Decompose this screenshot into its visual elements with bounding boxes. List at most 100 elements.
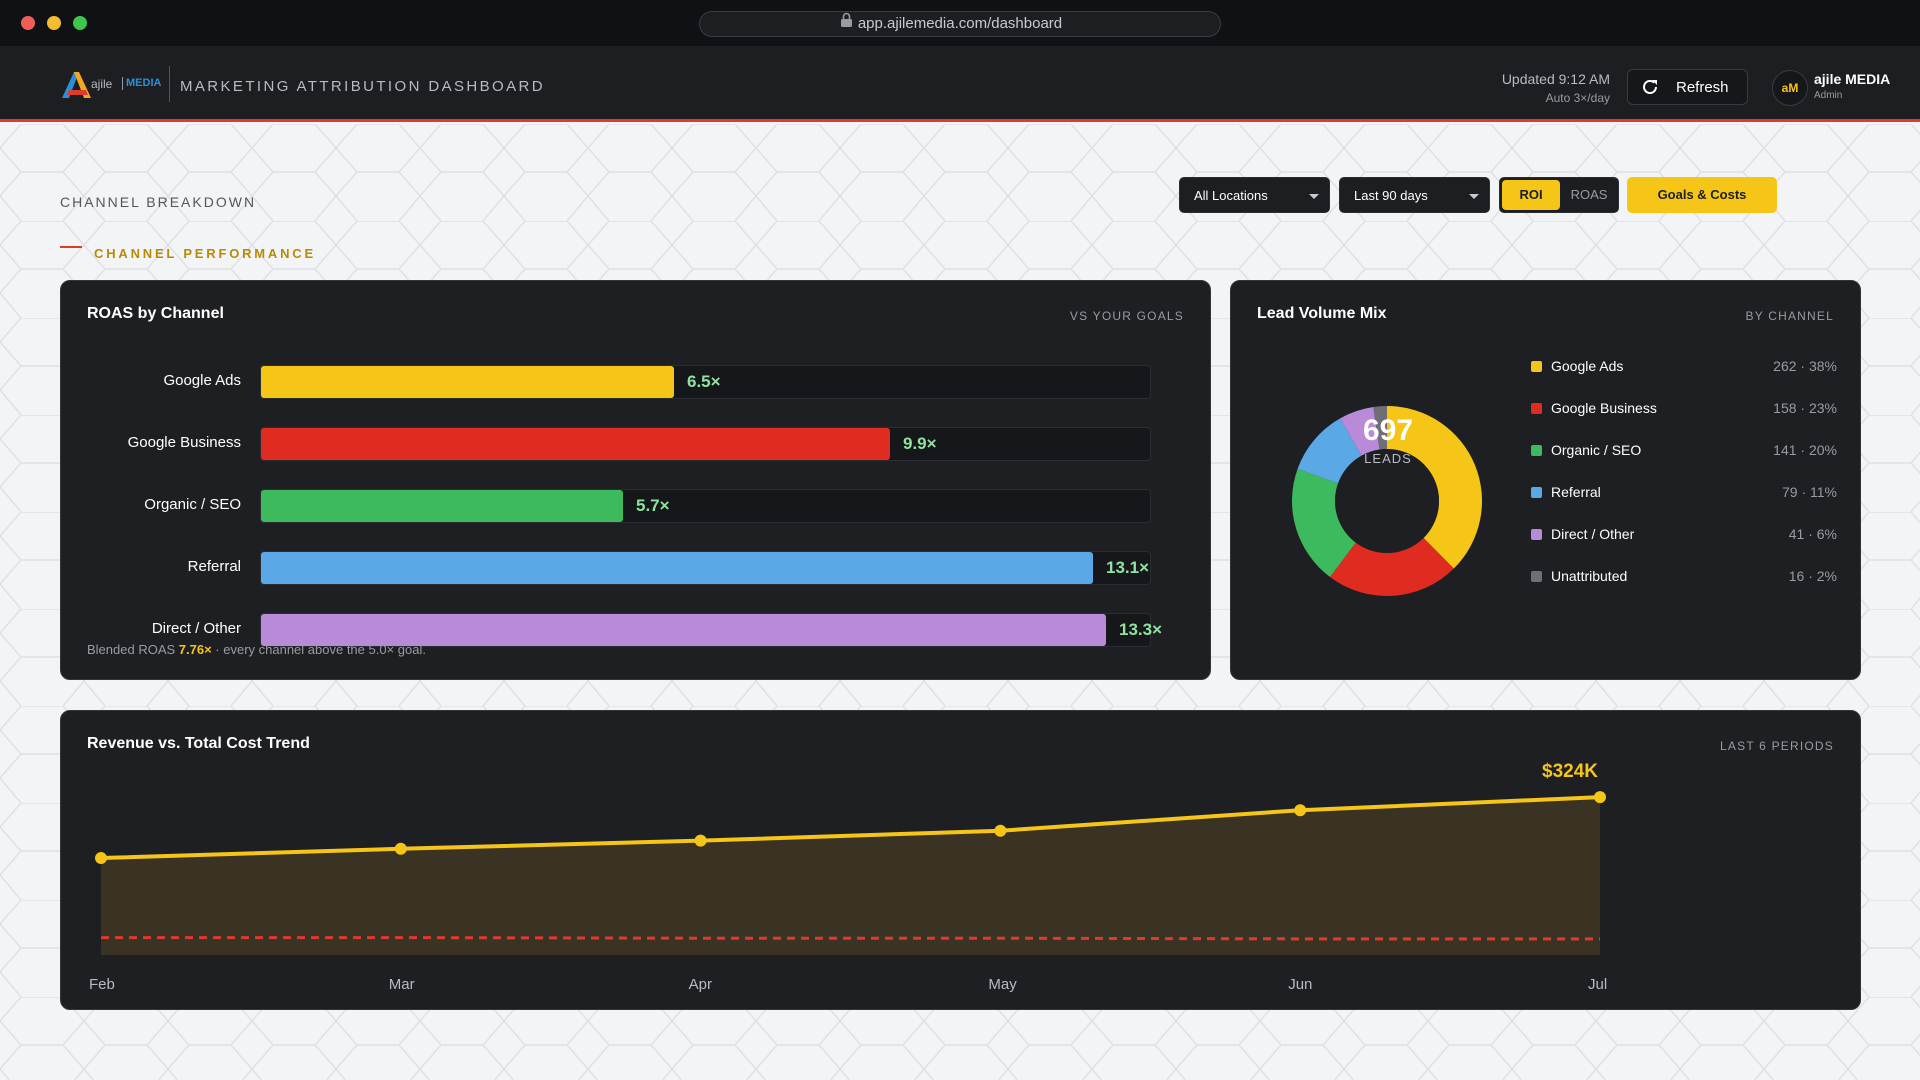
metric-toggle: ROI ROAS (1499, 177, 1619, 213)
legend-item[interactable]: Google Ads 262 · 38% (1531, 358, 1837, 378)
bar-label: Organic / SEO (61, 496, 241, 513)
legend-item[interactable]: Referral 79 · 11% (1531, 484, 1837, 504)
address-bar[interactable]: app.ajilemedia.com/dashboard (699, 11, 1221, 37)
header-divider (169, 66, 170, 102)
date-range-select[interactable]: Last 90 days (1339, 177, 1490, 213)
chevron-down-icon (1469, 194, 1479, 199)
legend-item[interactable]: Direct / Other 41 · 6% (1531, 526, 1837, 546)
revenue-data-point[interactable] (994, 825, 1006, 837)
legend-label: Google Ads (1551, 358, 1623, 374)
legend-swatch (1531, 571, 1542, 582)
x-tick-label: Jun (1288, 976, 1312, 993)
refresh-icon (1640, 77, 1660, 97)
bar-track (260, 551, 1151, 585)
app-header: ajile MEDIA MARKETING ATTRIBUTION DASHBO… (0, 46, 1920, 122)
section-heading: CHANNEL BREAKDOWN (60, 194, 256, 210)
close-window-button[interactable] (21, 16, 35, 30)
toggle-roas[interactable]: ROAS (1562, 180, 1616, 210)
bar[interactable] (261, 428, 890, 460)
card-tag: BY CHANNEL (1746, 309, 1834, 323)
legend-label: Unattributed (1551, 568, 1627, 584)
total-leads-label: LEADS (1328, 451, 1448, 466)
cost-series-line (101, 938, 1600, 939)
x-tick-label: Jul (1588, 976, 1607, 993)
x-tick-label: Mar (389, 976, 415, 993)
bar-label: Referral (61, 558, 241, 575)
bar-label: Google Business (61, 434, 241, 451)
revenue-area (101, 797, 1600, 955)
legend-stat: 79 · 11% (1782, 484, 1837, 500)
legend-stat: 158 · 23% (1773, 400, 1837, 416)
bar-value-label: 5.7× (636, 496, 670, 516)
legend-swatch (1531, 487, 1542, 498)
brand-divider (122, 77, 123, 90)
x-tick-label: Apr (689, 976, 712, 993)
auto-refresh-note: Auto 3×/day (1502, 91, 1610, 105)
legend-label: Direct / Other (1551, 526, 1634, 542)
update-status: Updated 9:12 AM Auto 3×/day (1502, 71, 1610, 105)
legend-swatch (1531, 445, 1542, 456)
lock-icon (840, 12, 853, 36)
brand-media-text: MEDIA (126, 77, 161, 89)
subheading-accent-line (60, 246, 82, 248)
page-title: MARKETING ATTRIBUTION DASHBOARD (180, 78, 545, 95)
total-leads: 697 (1328, 414, 1448, 448)
revenue-cost-line-chart (61, 711, 1862, 1011)
legend-stat: 141 · 20% (1773, 442, 1837, 458)
brand-ajile-text: ajile (91, 77, 112, 91)
chevron-down-icon (1309, 194, 1319, 199)
revenue-data-point[interactable] (695, 835, 707, 847)
bar-label: Google Ads (61, 372, 241, 389)
lead-donut-chart (1257, 371, 1517, 631)
legend-item[interactable]: Organic / SEO 141 · 20% (1531, 442, 1837, 462)
bar-track (260, 427, 1151, 461)
card-tag: VS YOUR GOALS (1070, 309, 1184, 323)
bar-label: Direct / Other (61, 620, 241, 637)
legend-swatch (1531, 403, 1542, 414)
legend-item[interactable]: Unattributed 16 · 2% (1531, 568, 1837, 588)
location-value: All Locations (1194, 188, 1268, 203)
revenue-data-point[interactable] (1594, 791, 1606, 803)
footnote-value: 7.76× (179, 642, 212, 657)
user-name[interactable]: ajile MEDIA (1814, 71, 1890, 87)
legend-stat: 41 · 6% (1789, 526, 1837, 542)
x-tick-label: Feb (89, 976, 115, 993)
avatar[interactable]: aM (1772, 70, 1808, 106)
bar-track (260, 489, 1151, 523)
revenue-trend-card: Revenue vs. Total Cost Trend LAST 6 PERI… (60, 710, 1861, 1010)
goals-costs-button[interactable]: Goals & Costs (1627, 177, 1777, 213)
browser-chrome: app.ajilemedia.com/dashboard (0, 0, 1920, 46)
legend-item[interactable]: Google Business 158 · 23% (1531, 400, 1837, 420)
refresh-label: Refresh (1676, 79, 1729, 96)
footnote-prefix: Blended ROAS (87, 642, 179, 657)
revenue-data-point[interactable] (1294, 804, 1306, 816)
legend-label: Referral (1551, 484, 1601, 500)
x-tick-label: May (988, 976, 1016, 993)
roas-card: ROAS by Channel VS YOUR GOALS Google Ads… (60, 280, 1211, 680)
bar[interactable] (261, 366, 674, 398)
peak-revenue-label: $324K (1542, 761, 1598, 783)
card-title: ROAS by Channel (87, 305, 224, 323)
minimize-window-button[interactable] (47, 16, 61, 30)
updated-time: Updated 9:12 AM (1502, 71, 1610, 87)
toggle-roi[interactable]: ROI (1502, 180, 1560, 210)
brand-logo[interactable]: ajile MEDIA (60, 68, 170, 102)
maximize-window-button[interactable] (73, 16, 87, 30)
lead-mix-card: Lead Volume Mix BY CHANNEL 697 LEADS Goo… (1230, 280, 1861, 680)
bar-value-label: 13.3× (1119, 620, 1162, 640)
bar[interactable] (261, 552, 1093, 584)
user-role: Admin (1814, 90, 1842, 101)
revenue-data-point[interactable] (395, 843, 407, 855)
revenue-data-point[interactable] (95, 852, 107, 864)
blended-roas-note: Blended ROAS 7.76× · every channel above… (87, 642, 426, 657)
legend-swatch (1531, 529, 1542, 540)
refresh-button[interactable]: Refresh (1627, 69, 1748, 105)
card-title: Lead Volume Mix (1257, 305, 1387, 323)
legend-stat: 16 · 2% (1789, 568, 1837, 584)
legend-label: Google Business (1551, 400, 1657, 416)
bar-value-label: 9.9× (903, 434, 937, 454)
legend-label: Organic / SEO (1551, 442, 1641, 458)
bar-value-label: 13.1× (1106, 558, 1149, 578)
location-select[interactable]: All Locations (1179, 177, 1330, 213)
bar[interactable] (261, 490, 623, 522)
